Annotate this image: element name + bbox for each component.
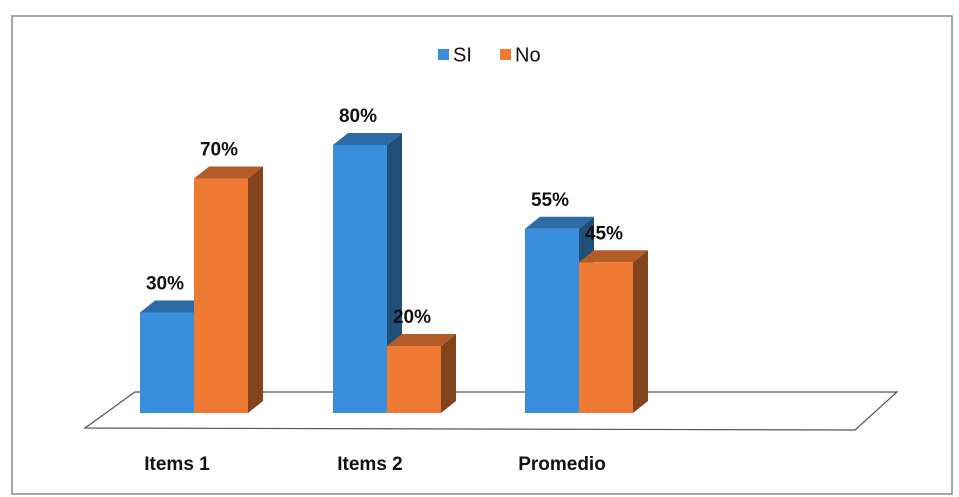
bar-top: [525, 216, 594, 229]
data-label: 45%: [585, 223, 623, 244]
data-label: 55%: [531, 190, 569, 211]
bar-top: [333, 133, 402, 145]
data-label: 20%: [393, 307, 431, 328]
bar-top: [387, 334, 456, 346]
bar: [194, 178, 248, 413]
legend-swatch: [500, 49, 511, 60]
x-tick-label: Promedio: [518, 454, 606, 475]
bar-top: [140, 300, 209, 313]
bar: [140, 312, 194, 413]
data-label: 80%: [339, 106, 377, 127]
bar: [579, 262, 633, 413]
bar: [333, 145, 387, 413]
bar-top: [194, 166, 263, 179]
x-tick-label: Items 2: [337, 454, 402, 475]
floor: [83, 391, 899, 431]
bar: [525, 228, 579, 413]
legend-label: SI: [453, 44, 472, 66]
bar-side: [633, 250, 648, 413]
legend-swatch: [438, 49, 449, 60]
bar: [387, 346, 441, 413]
bar-side: [441, 334, 456, 413]
legend-label: No: [515, 44, 541, 66]
data-label: 70%: [200, 140, 238, 161]
x-tick-label: Items 1: [144, 454, 210, 475]
bar-side: [248, 166, 263, 413]
bar-top: [579, 250, 648, 263]
data-label: 30%: [146, 274, 184, 295]
